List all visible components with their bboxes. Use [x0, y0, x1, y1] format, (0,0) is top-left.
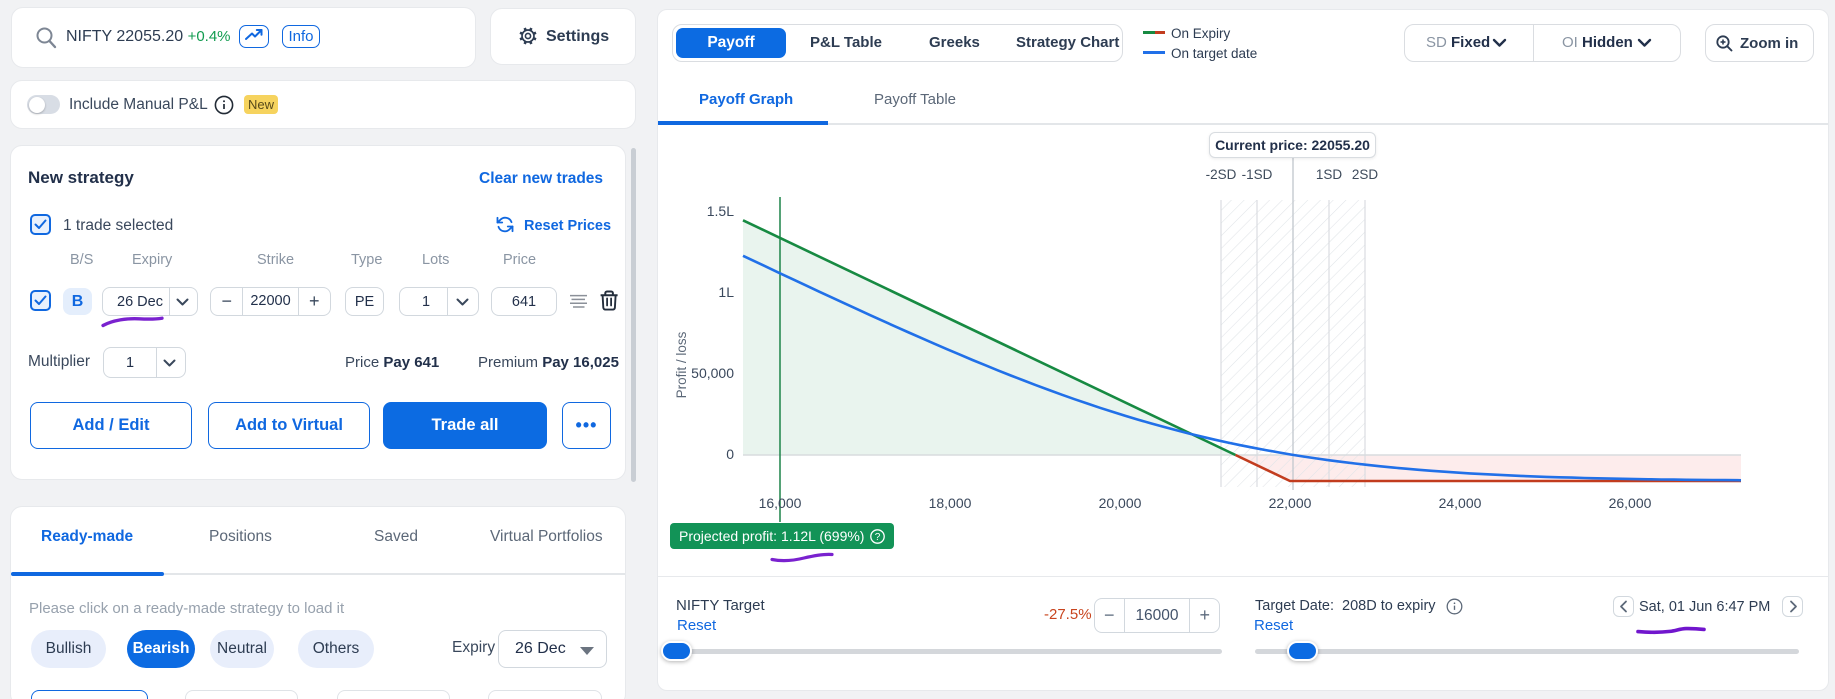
svg-text:-1SD: -1SD: [1242, 167, 1273, 182]
svg-text:18,000: 18,000: [929, 495, 972, 511]
svg-text:?: ?: [875, 532, 881, 543]
svg-text:1SD: 1SD: [1316, 167, 1343, 182]
svg-text:50,000: 50,000: [691, 365, 734, 381]
svg-text:Profit / loss: Profit / loss: [674, 331, 689, 398]
svg-text:1L: 1L: [718, 284, 734, 300]
svg-text:0: 0: [726, 446, 734, 462]
svg-text:-2SD: -2SD: [1206, 167, 1237, 182]
svg-text:24,000: 24,000: [1439, 495, 1482, 511]
svg-text:1.5L: 1.5L: [707, 203, 734, 219]
svg-text:22,000: 22,000: [1269, 495, 1312, 511]
svg-text:16,000: 16,000: [759, 495, 802, 511]
svg-text:2SD: 2SD: [1352, 167, 1379, 182]
svg-text:26,000: 26,000: [1609, 495, 1652, 511]
svg-text:20,000: 20,000: [1099, 495, 1142, 511]
